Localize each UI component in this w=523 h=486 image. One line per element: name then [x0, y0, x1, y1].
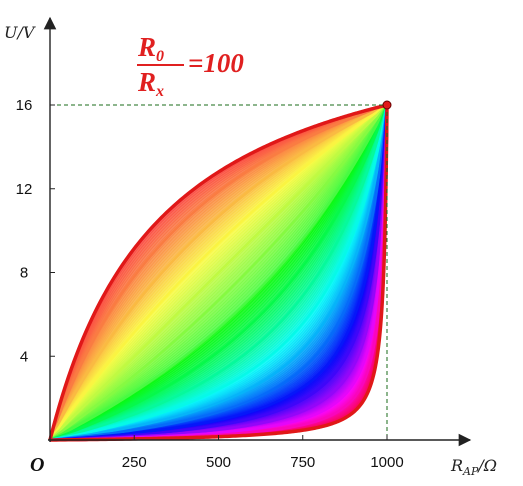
- series-line: [49, 104, 389, 442]
- endpoint-marker: [382, 100, 392, 110]
- ratio-numerator-sub: 0: [156, 48, 164, 65]
- x-tick-label: 750: [290, 454, 315, 471]
- series-line: [49, 104, 389, 442]
- series-line: [49, 104, 389, 442]
- ratio-denominator-letter: R: [137, 67, 156, 97]
- ratio-equals-value: =100: [188, 48, 244, 78]
- y-axis-label: U/V: [4, 23, 36, 42]
- x-tick-label: 500: [206, 454, 231, 471]
- ratio-annotation: R0 Rx =100: [137, 32, 244, 100]
- ratio-denominator-sub: x: [155, 83, 164, 100]
- y-ticks: 4 8 12 16: [16, 97, 55, 365]
- extreme-curve: [48, 103, 389, 441]
- series-line: [49, 104, 389, 442]
- x-axis-label: RAP/Ω: [450, 456, 497, 478]
- x-axis-label-unit: /Ω: [476, 456, 497, 475]
- y-tick-label: 8: [20, 265, 28, 282]
- origin-label: O: [30, 454, 44, 476]
- x-tick-label: 1000: [370, 454, 403, 471]
- series-line: [49, 104, 389, 442]
- series-line: [48, 103, 388, 441]
- curve-family: [48, 103, 389, 442]
- series-line: [49, 104, 389, 442]
- ratio-numerator-letter: R: [137, 32, 156, 62]
- extreme-curve: [49, 105, 389, 442]
- x-tick-label: 250: [122, 454, 147, 471]
- y-tick-label: 16: [16, 97, 33, 114]
- series-line: [49, 104, 389, 442]
- y-tick-label: 12: [16, 181, 33, 198]
- x-axis-label-main: R: [450, 456, 463, 475]
- ratio-numerator: R0: [137, 32, 164, 65]
- series-line: [49, 104, 389, 442]
- ratio-denominator: Rx: [137, 67, 164, 100]
- x-ticks: 250 500 750 1000: [122, 435, 404, 471]
- y-tick-label: 4: [20, 348, 28, 365]
- x-axis-label-sub: AP: [462, 465, 479, 478]
- series-line: [49, 104, 389, 442]
- series-line: [49, 105, 389, 442]
- series-line: [49, 104, 388, 441]
